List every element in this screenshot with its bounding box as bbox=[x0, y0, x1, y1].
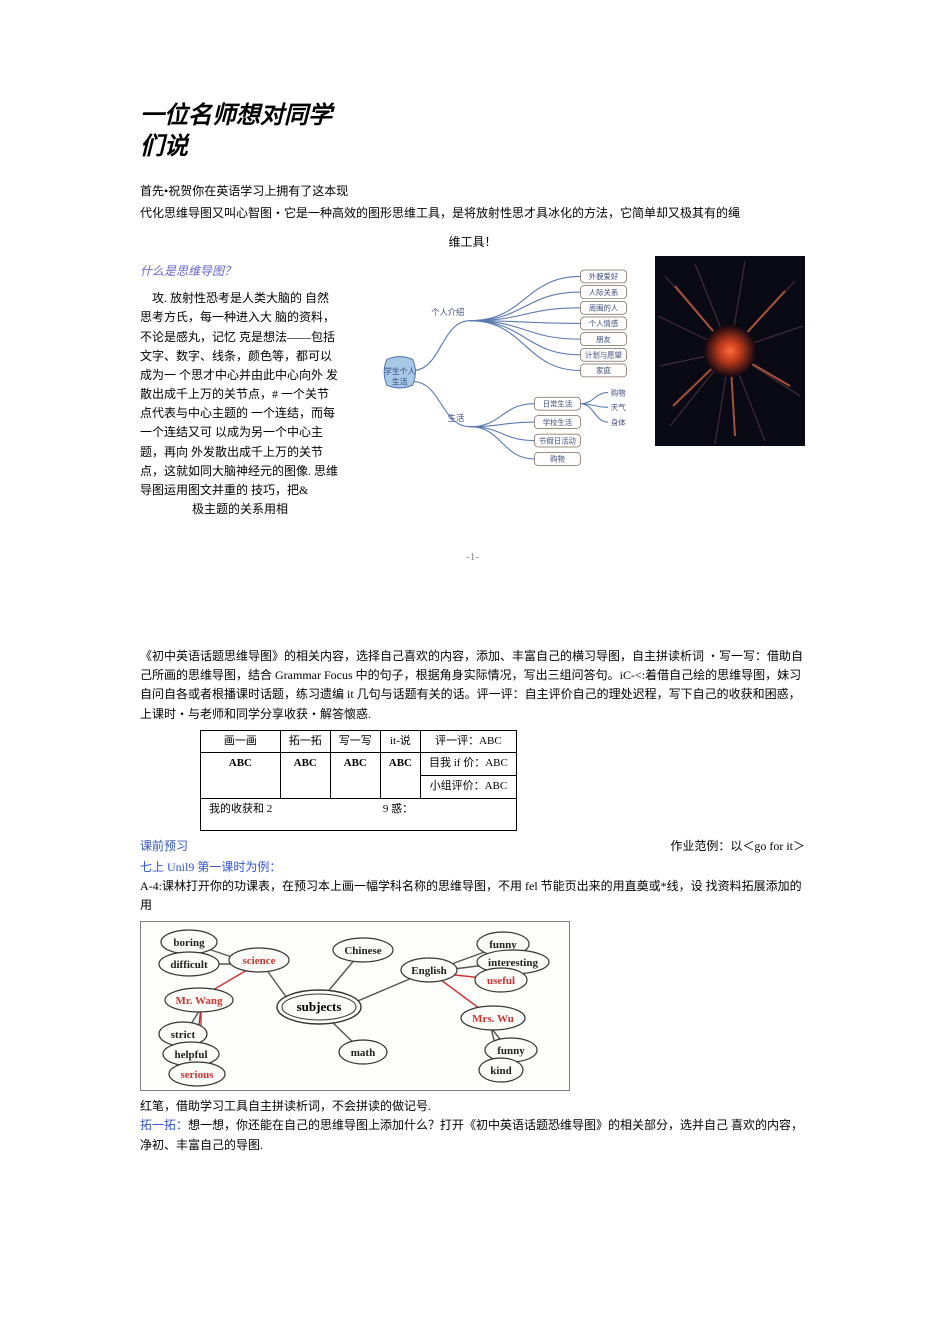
section2-paragraph: 《初中英语话题思维导图》的相关内容，选择自己喜欢的内容，添加、丰富自己的横习导图… bbox=[140, 647, 805, 724]
th-1: 画一画 bbox=[201, 730, 281, 753]
svg-text:生活: 生活 bbox=[448, 413, 465, 423]
svg-text:kind: kind bbox=[490, 1065, 511, 1077]
left-column: 什么是思维导图？ 攻. 放射性恐考是人类大脑的 自然思考方氏，每一种进入大 脑的… bbox=[140, 256, 340, 519]
a4-line: A-4:课林打开你的功课表，在预习本上画一幅学科名称的思维导图，不用 fel 节… bbox=[140, 877, 805, 915]
svg-text:funny: funny bbox=[489, 939, 517, 951]
svg-text:helpful: helpful bbox=[174, 1049, 207, 1061]
svg-text:interesting: interesting bbox=[488, 957, 538, 969]
svg-text:difficult: difficult bbox=[170, 959, 208, 971]
neuron-image bbox=[655, 256, 805, 519]
svg-text:math: math bbox=[351, 1047, 375, 1059]
td-abc-1: ABC bbox=[201, 753, 281, 798]
svg-text:人际关系: 人际关系 bbox=[589, 288, 618, 297]
evaluation-table: 画一画 拓一拓 写一写 it-说 评一评：ABC ABC ABC ABC ABC… bbox=[200, 730, 517, 831]
intro-line-1: 首先•祝贺你在英语学习上拥有了这本现 bbox=[140, 182, 805, 201]
table-header-row: 画一画 拓一拓 写一写 it-说 评一评：ABC bbox=[201, 730, 517, 753]
svg-text:家庭: 家庭 bbox=[596, 366, 611, 375]
neuron-svg bbox=[655, 256, 805, 446]
svg-text:boring: boring bbox=[173, 937, 205, 949]
svg-text:天气: 天气 bbox=[611, 403, 626, 412]
svg-text:外貌爱好: 外貌爱好 bbox=[589, 272, 619, 281]
mindmap-svg: 个人介绍外貌爱好人际关系周围的人个人情感朋友计划与愿望家庭生活日常生活学校生活节… bbox=[350, 256, 645, 496]
svg-text:Mrs. Wu: Mrs. Wu bbox=[472, 1013, 514, 1025]
th-3: 写一写 bbox=[330, 730, 380, 753]
page-number: -1- bbox=[140, 549, 805, 567]
tuo-body: 想一想，你还能在自己的思维导图上添加什么？打开《初中英语话题恐维导图》的相关部分… bbox=[140, 1118, 803, 1151]
td-abc-4: ABC bbox=[380, 753, 420, 798]
subjects-svg: subjects science Chinese English math boring d… bbox=[141, 922, 571, 1092]
td-self-eval: 目我 if 价：ABC bbox=[420, 753, 516, 776]
tuo-line: 拓一拓：想一想，你还能在自己的思维导图上添加什么？打开《初中英语话题恐维导图》的… bbox=[140, 1116, 805, 1154]
svg-text:useful: useful bbox=[487, 975, 515, 987]
svg-text:个人介绍: 个人介绍 bbox=[431, 307, 464, 317]
table-row: 我的收获和 2 9 惑： bbox=[201, 798, 517, 830]
intro-line-3: 维工具！ bbox=[140, 233, 805, 252]
th-2: 拓一拓 bbox=[280, 730, 330, 753]
preclass-label: 课前预习 bbox=[140, 837, 188, 856]
svg-text:English: English bbox=[411, 965, 446, 977]
svg-text:学校生活: 学校生活 bbox=[543, 418, 573, 427]
td-gain-b: 9 惑： bbox=[280, 798, 516, 830]
intro-line-2: 代化思维导图又叫心智图・它是一种高效的图形思维工具，是将放射性思才具冰化的方法，… bbox=[140, 204, 805, 223]
svg-text:节假日活动: 节假日活动 bbox=[539, 436, 576, 445]
subjects-diagram: subjects science Chinese English math boring d… bbox=[140, 921, 570, 1091]
svg-text:学生个人: 学生个人 bbox=[384, 366, 415, 376]
svg-text:Chinese: Chinese bbox=[344, 945, 381, 957]
svg-text:science: science bbox=[243, 955, 276, 967]
th-4: it-说 bbox=[380, 730, 420, 753]
top-section: 什么是思维导图？ 攻. 放射性恐考是人类大脑的 自然思考方氏，每一种进入大 脑的… bbox=[140, 256, 805, 519]
table-row: ABC ABC ABC ABC 目我 if 价：ABC bbox=[201, 753, 517, 776]
svg-text:serious: serious bbox=[181, 1069, 215, 1081]
title-line-1: 一位名师想对同学 bbox=[140, 102, 332, 129]
svg-text:朋友: 朋友 bbox=[596, 335, 611, 344]
svg-text:身体: 身体 bbox=[611, 418, 626, 427]
svg-text:日常生活: 日常生活 bbox=[543, 399, 573, 408]
svg-text:个人情感: 个人情感 bbox=[589, 319, 619, 328]
td-abc-2: ABC bbox=[280, 753, 330, 798]
section2-text: 《初中英语话题思维导图》的相关内容，选择自己喜欢的内容，添加、丰富自己的横习导图… bbox=[140, 649, 803, 721]
svg-text:计划与愿望: 计划与愿望 bbox=[585, 351, 622, 360]
red-pen-line: 红笔，借助学习工具自主拼读析词，不会拼读的做记号. bbox=[140, 1097, 805, 1116]
svg-text:购物: 购物 bbox=[611, 388, 626, 397]
svg-text:生活: 生活 bbox=[392, 376, 408, 386]
mindmap-diagram: 个人介绍外貌爱好人际关系周围的人个人情感朋友计划与愿望家庭生活日常生活学校生活节… bbox=[350, 256, 645, 519]
body-tail: 极主题的关系用相 bbox=[140, 500, 340, 519]
td-group-eval: 小组评价：ABC bbox=[420, 775, 516, 798]
svg-text:Mr. Wang: Mr. Wang bbox=[175, 995, 223, 1007]
labels-row: 课前预习 作业范例：以＜go for it＞ bbox=[140, 837, 805, 856]
unit-line: 七上 Unil9 第一课时为例： bbox=[140, 858, 805, 877]
svg-text:subjects: subjects bbox=[297, 999, 342, 1014]
article-title: 一位名师想对同学 们说 bbox=[140, 100, 805, 162]
tuo-prefix: 拓一拓： bbox=[140, 1118, 188, 1132]
body-paragraph: 攻. 放射性恐考是人类大脑的 自然思考方氏，每一种进入大 脑的资料，不论是感丸，… bbox=[140, 289, 340, 500]
svg-text:strict: strict bbox=[171, 1029, 196, 1041]
svg-text:购物: 购物 bbox=[550, 455, 565, 464]
homework-label: 作业范例：以＜go for it＞ bbox=[670, 837, 805, 856]
svg-text:funny: funny bbox=[497, 1045, 525, 1057]
question-heading: 什么是思维导图？ bbox=[140, 262, 340, 281]
th-5: 评一评：ABC bbox=[420, 730, 516, 753]
td-gain: 我的收获和 2 bbox=[201, 798, 281, 830]
title-line-2: 们说 bbox=[140, 133, 188, 160]
svg-text:周围的人: 周围的人 bbox=[589, 303, 619, 312]
td-abc-3: ABC bbox=[330, 753, 380, 798]
